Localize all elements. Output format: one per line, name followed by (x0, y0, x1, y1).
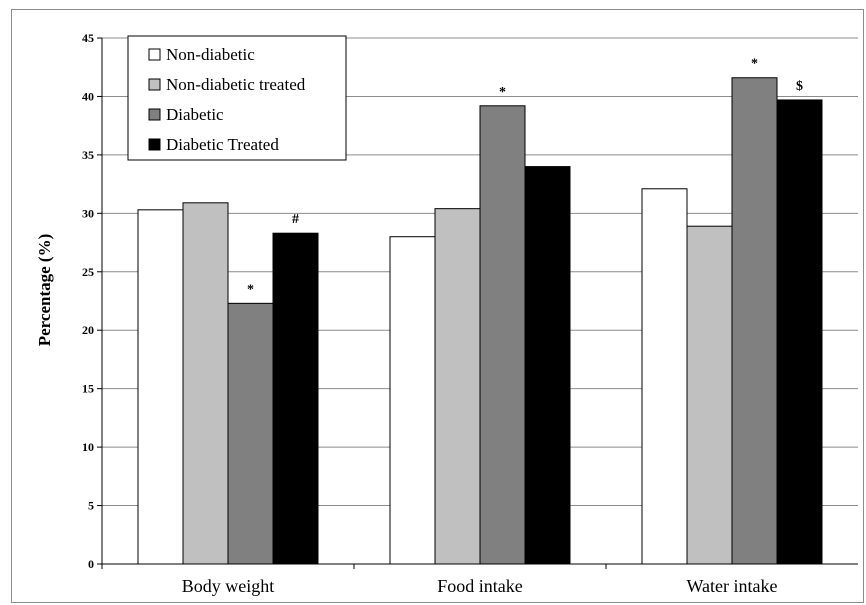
y-tick-label: 35 (82, 148, 94, 162)
legend-label: Diabetic (166, 105, 224, 124)
legend-label: Non-diabetic treated (166, 75, 306, 94)
significance-marker: * (499, 85, 506, 100)
bars (137, 77, 823, 565)
bar (389, 236, 436, 565)
bar (434, 208, 481, 565)
legend-swatch (148, 138, 161, 151)
x-category-label: Food intake (437, 576, 523, 596)
x-category-label: Water intake (686, 576, 777, 596)
legend-label: Non-diabetic (166, 45, 255, 64)
significance-marker: * (247, 282, 254, 297)
bar (776, 99, 823, 565)
significance-marker: # (292, 212, 299, 227)
bar (641, 188, 688, 565)
bar (182, 202, 229, 565)
y-tick-label: 30 (82, 206, 94, 220)
bar (479, 105, 526, 565)
legend-swatch (148, 48, 161, 61)
y-tick-label: 10 (82, 440, 94, 454)
y-tick-labels: 0 5 10 15 20 25 30 35 40 45 (82, 31, 102, 571)
bar (731, 77, 778, 565)
legend-swatch (148, 108, 161, 121)
bar (272, 232, 319, 565)
y-tick-label: 0 (88, 557, 94, 571)
axes (101, 38, 858, 565)
legend-box (127, 35, 347, 161)
y-tick-label: 25 (82, 265, 94, 279)
legend-swatch (148, 78, 161, 91)
bar (686, 225, 733, 565)
bar (524, 166, 571, 565)
legend: Non-diabetic Non-diabetic treated Diabetic… (127, 35, 347, 161)
legend-label: Diabetic Treated (166, 135, 279, 154)
x-category-labels: Body weight Food intake Water intake (101, 564, 778, 596)
bar (137, 209, 184, 565)
y-tick-label: 45 (82, 31, 94, 45)
y-tick-label: 5 (88, 499, 94, 513)
bar (227, 302, 274, 565)
significance-markers: * # * * $ (247, 57, 803, 298)
x-category-label: Body weight (182, 576, 275, 596)
y-tick-label: 20 (82, 323, 94, 337)
significance-marker: * (751, 57, 758, 72)
y-tick-label: 40 (82, 89, 94, 103)
significance-marker: $ (796, 79, 803, 94)
y-tick-label: 15 (82, 382, 94, 396)
y-axis-label: Percentage (%) (35, 234, 54, 347)
